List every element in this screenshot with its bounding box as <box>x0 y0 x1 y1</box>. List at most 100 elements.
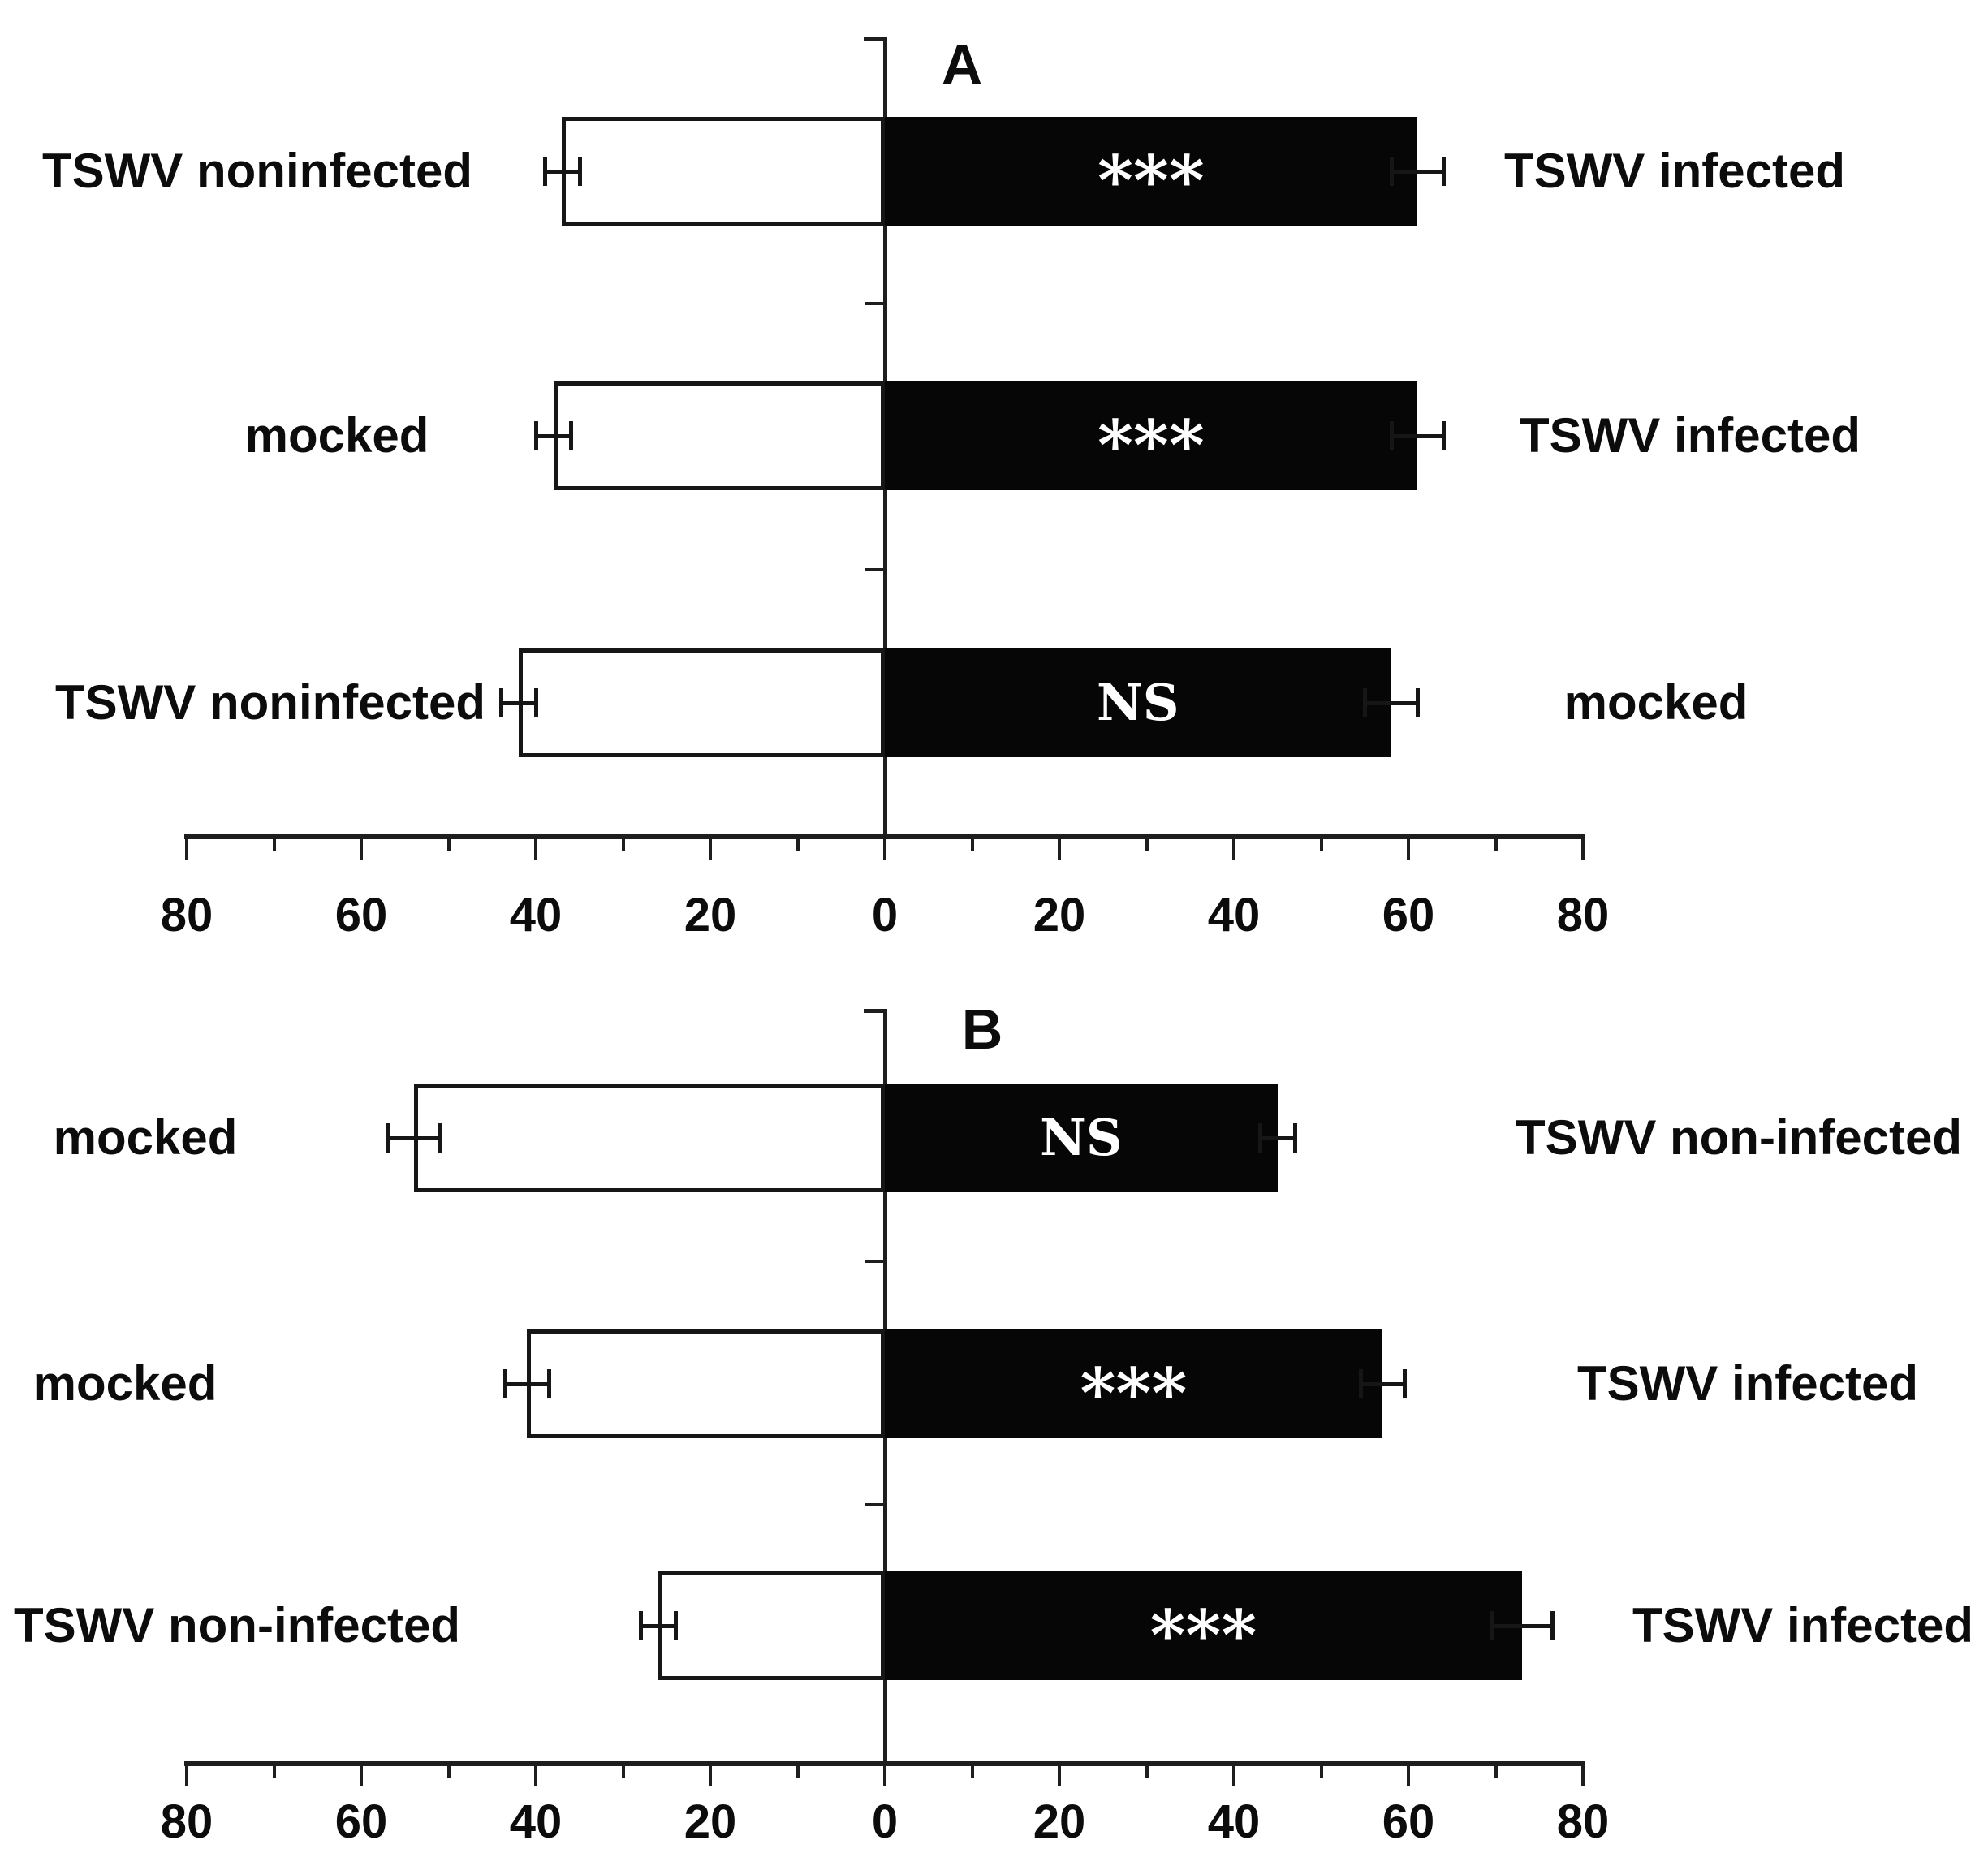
error-bar-right-cap-outer <box>1389 421 1394 450</box>
error-bar-left-cap-outer <box>639 1611 643 1640</box>
x-axis-major-tick <box>185 1765 188 1786</box>
x-axis-tick-label: 20 <box>684 889 737 941</box>
row-label-left: mocked <box>244 408 429 463</box>
error-bar-left-cap-inner <box>547 1369 552 1398</box>
bar-left-white <box>518 648 885 757</box>
panel-title-B: B <box>961 997 1003 1061</box>
row-label-left: mocked <box>32 1356 218 1411</box>
error-bar-right-whisker <box>1360 1382 1404 1386</box>
y-axis-category-tick <box>865 1260 885 1263</box>
x-axis-tick-label: 20 <box>1033 889 1086 941</box>
x-axis-major-tick <box>709 1765 712 1786</box>
panel-B-x-axis <box>184 1761 1585 1766</box>
row-label-left: mocked <box>53 1110 238 1165</box>
significance-label: *** <box>1097 140 1205 221</box>
x-axis-tick-label: 40 <box>509 1795 563 1848</box>
error-bar-right-whisker <box>1391 434 1443 438</box>
bar-left-white <box>658 1571 885 1680</box>
x-axis-major-tick <box>1407 838 1410 860</box>
x-axis-minor-tick <box>796 1765 800 1778</box>
error-bar-left-cap-inner <box>674 1611 678 1640</box>
bar-right-black <box>885 381 1417 490</box>
x-axis-major-tick <box>1407 1765 1410 1786</box>
x-axis-tick-label: 80 <box>160 1795 213 1848</box>
bar-left-white <box>553 381 885 490</box>
y-axis-category-tick <box>865 568 885 571</box>
row-label-right: mocked <box>1563 675 1749 730</box>
error-bar-right-cap-inner <box>1402 1369 1407 1398</box>
y-axis-category-tick <box>865 302 885 305</box>
bar-left-white <box>527 1329 885 1438</box>
row-label-left: TSWV noninfected <box>55 675 485 730</box>
error-bar-left-cap-outer <box>503 1369 508 1398</box>
error-bar-right-cap-inner <box>1442 157 1446 186</box>
error-bar-right-cap-inner <box>1550 1611 1555 1640</box>
row-label-right: TSWV infected <box>1632 1598 1974 1652</box>
x-axis-minor-tick <box>272 838 276 851</box>
x-axis-major-tick <box>709 838 712 860</box>
x-axis-tick-label: 0 <box>871 889 899 941</box>
x-axis-major-tick <box>1058 838 1061 860</box>
y-axis-top-tick <box>864 37 885 41</box>
bar-right-black <box>885 117 1417 226</box>
error-bar-left-whisker <box>387 1136 440 1140</box>
x-axis-tick-label: 80 <box>1556 889 1610 941</box>
x-axis-minor-tick <box>1145 1765 1149 1778</box>
x-axis-major-tick <box>883 1765 886 1786</box>
error-bar-left-cap-outer <box>534 421 538 450</box>
error-bar-right-whisker <box>1365 701 1417 705</box>
error-bar-left-whisker <box>544 170 580 174</box>
error-bar-left-cap-outer <box>386 1123 390 1153</box>
bar-left-white <box>562 117 885 226</box>
x-axis-major-tick <box>534 838 537 860</box>
bar-left-white <box>413 1084 885 1192</box>
error-bar-right-whisker <box>1391 170 1443 174</box>
x-axis-major-tick <box>1581 838 1585 860</box>
error-bar-right-cap-outer <box>1389 157 1394 186</box>
x-axis-tick-label: 20 <box>684 1795 737 1848</box>
x-axis-major-tick <box>883 838 886 860</box>
significance-label: *** <box>1149 1595 1257 1675</box>
error-bar-right-whisker <box>1260 1136 1296 1140</box>
x-axis-major-tick <box>1232 1765 1235 1786</box>
x-axis-major-tick <box>360 1765 363 1786</box>
x-axis-minor-tick <box>1494 1765 1498 1778</box>
x-axis-minor-tick <box>1494 838 1498 851</box>
error-bar-left-whisker <box>505 1382 550 1386</box>
error-bar-left-cap-outer <box>499 688 503 717</box>
significance-label: *** <box>1097 405 1205 485</box>
error-bar-left-cap-inner <box>534 688 538 717</box>
x-axis-tick-label: 80 <box>1556 1795 1610 1848</box>
x-axis-tick-label: 20 <box>1033 1795 1086 1848</box>
error-bar-right-cap-inner <box>1442 421 1446 450</box>
error-bar-right-cap-inner <box>1293 1123 1298 1153</box>
x-axis-tick-label: 0 <box>871 1795 899 1848</box>
y-axis-top-tick <box>864 1009 885 1013</box>
x-axis-major-tick <box>1581 1765 1585 1786</box>
row-label-right: TSWV non-infected <box>1516 1110 1962 1165</box>
x-axis-major-tick <box>360 838 363 860</box>
x-axis-tick-label: 60 <box>1382 889 1435 941</box>
error-bar-right-cap-outer <box>1258 1123 1263 1153</box>
x-axis-tick-label: 60 <box>334 889 388 941</box>
error-bar-right-cap-inner <box>1415 688 1420 717</box>
error-bar-left-cap-inner <box>577 157 582 186</box>
x-axis-tick-label: 60 <box>334 1795 388 1848</box>
x-axis-tick-label: 80 <box>160 889 213 941</box>
panel-title-A: A <box>941 33 983 97</box>
x-axis-tick-label: 40 <box>1207 889 1261 941</box>
x-axis-minor-tick <box>1319 838 1323 851</box>
x-axis-minor-tick <box>621 1765 625 1778</box>
error-bar-left-whisker <box>501 701 536 705</box>
x-axis-minor-tick <box>446 1765 451 1778</box>
error-bar-left-whisker <box>536 434 571 438</box>
significance-label: NS <box>1040 1108 1123 1167</box>
x-axis-major-tick <box>185 838 188 860</box>
error-bar-right-cap-outer <box>1490 1611 1494 1640</box>
row-label-right: TSWV infected <box>1503 144 1846 198</box>
x-axis-minor-tick <box>970 838 974 851</box>
error-bar-right-cap-outer <box>1358 1369 1363 1398</box>
x-axis-minor-tick <box>1319 1765 1323 1778</box>
x-axis-major-tick <box>534 1765 537 1786</box>
